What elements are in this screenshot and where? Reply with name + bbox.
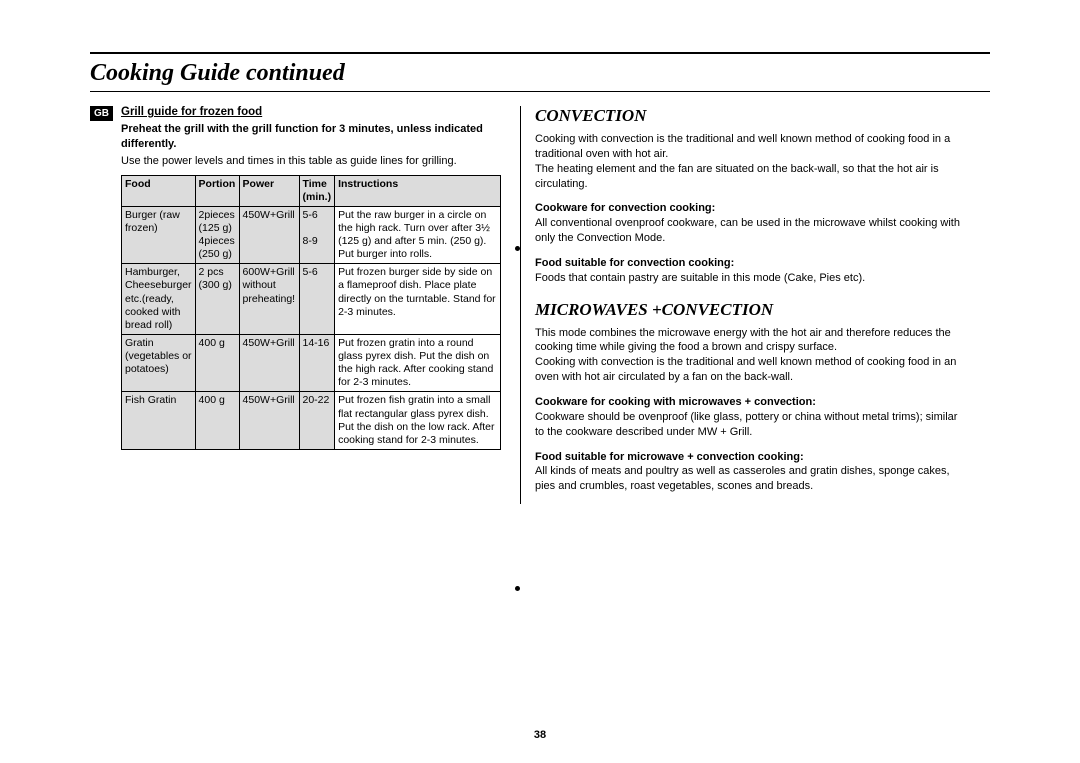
right-column: CONVECTION Cooking with convection is th…: [520, 106, 960, 504]
th-portion: Portion: [195, 175, 239, 206]
mw-cookware: Cookware for cooking with microwaves + c…: [535, 395, 960, 440]
top-rule: [90, 52, 990, 54]
table-row: Hamburger, Cheeseburger etc.(ready, cook…: [122, 264, 501, 335]
left-intro: Use the power levels and times in this t…: [121, 154, 508, 169]
left-column: GB Grill guide for frozen food Preheat t…: [90, 106, 520, 504]
mwconv-heading: MICROWAVES +CONVECTION: [535, 300, 960, 320]
page-number: 38: [0, 729, 1080, 741]
table-header-row: Food Portion Power Time (min.) Instructi…: [122, 175, 501, 206]
conv-cookware: Cookware for convection cooking: All con…: [535, 201, 960, 246]
conv-p1: Cooking with convection is the tradition…: [535, 132, 960, 191]
convection-heading: CONVECTION: [535, 106, 960, 126]
th-food: Food: [122, 175, 196, 206]
table-row: Fish Gratin 400 g 450W+Grill 20-22 Put f…: [122, 392, 501, 450]
th-power: Power: [239, 175, 299, 206]
bullet-icon: [515, 586, 520, 591]
mw-food: Food suitable for microwave + convection…: [535, 450, 960, 495]
region-badge: GB: [90, 106, 113, 121]
table-row: Gratin (vegetables or potatoes) 400 g 45…: [122, 334, 501, 392]
table-row: Burger (raw frozen) 2pieces (125 g) 4pie…: [122, 206, 501, 264]
conv-food: Food suitable for convection cooking: Fo…: [535, 256, 960, 286]
page-title: Cooking Guide continued: [90, 60, 990, 92]
mw-p: This mode combines the microwave energy …: [535, 326, 960, 385]
preheat-note: Preheat the grill with the grill functio…: [121, 122, 508, 152]
th-time: Time (min.): [299, 175, 335, 206]
left-heading: Grill guide for frozen food: [121, 106, 508, 118]
two-column-layout: GB Grill guide for frozen food Preheat t…: [90, 106, 990, 504]
grill-table: Food Portion Power Time (min.) Instructi…: [121, 175, 501, 450]
th-instr: Instructions: [335, 175, 501, 206]
bullet-icon: [515, 246, 520, 251]
